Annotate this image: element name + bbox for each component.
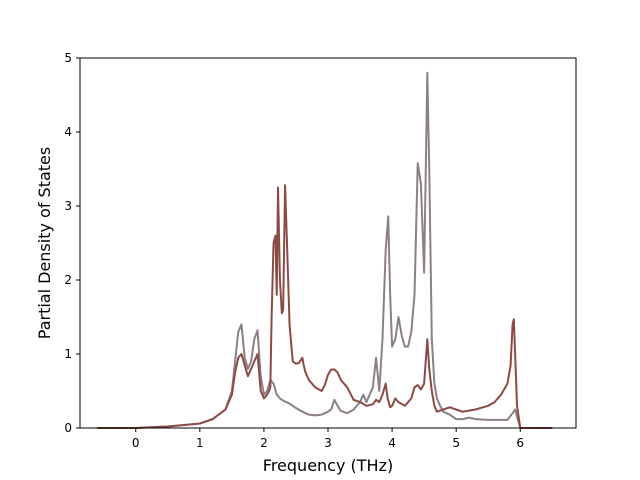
series-line-2 — [97, 184, 553, 429]
x-tick-label-6: 6 — [516, 436, 524, 450]
x-axis: 0 1 2 3 4 5 6 — [132, 428, 524, 450]
plot-background — [80, 58, 576, 428]
y-tick-label-5: 5 — [64, 51, 72, 65]
y-tick-label-2: 2 — [64, 273, 72, 287]
y-tick-label-4: 4 — [64, 125, 72, 139]
x-tick-label-5: 5 — [452, 436, 460, 450]
x-tick-label-3: 3 — [324, 436, 332, 450]
series-layer — [97, 71, 553, 429]
series-line-1 — [97, 71, 553, 429]
y-tick-label-1: 1 — [64, 347, 72, 361]
x-axis-title: Frequency (THz) — [263, 456, 393, 475]
y-tick-label-3: 3 — [64, 199, 72, 213]
y-axis-title: Partial Density of States — [35, 147, 54, 339]
x-tick-label-4: 4 — [388, 436, 396, 450]
x-tick-label-0: 0 — [132, 436, 140, 450]
y-axis: 0 1 2 3 4 5 — [64, 51, 80, 435]
x-tick-label-2: 2 — [260, 436, 268, 450]
x-tick-label-1: 1 — [196, 436, 204, 450]
y-tick-label-0: 0 — [64, 421, 72, 435]
